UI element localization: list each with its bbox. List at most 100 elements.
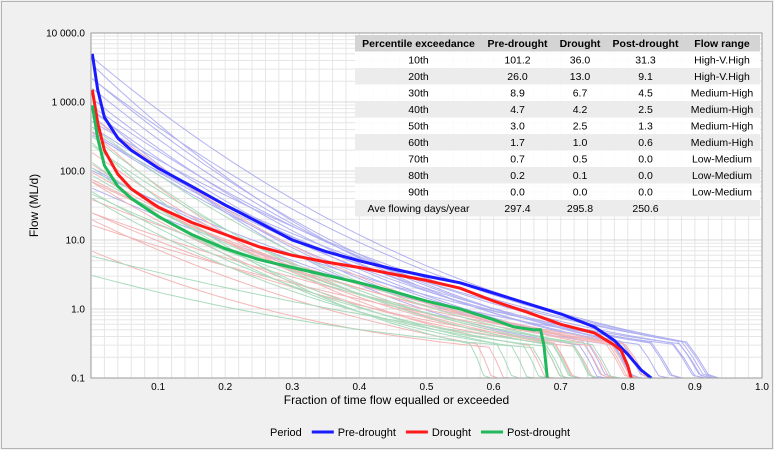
table-cell: Ave flowing days/year: [368, 203, 470, 215]
table-row-stripe: [355, 200, 760, 217]
table-cell: Medium-High: [691, 121, 754, 133]
series-line-post-drought: [90, 104, 549, 379]
table-cell: 90th: [408, 187, 429, 199]
table-cell: 26.0: [507, 71, 528, 83]
table-row-stripe: [355, 167, 760, 184]
table-cell: 0.0: [638, 154, 653, 166]
table-header-cell: Percentile exceedance: [362, 38, 475, 50]
table-cell: Medium-High: [691, 104, 754, 116]
table-cell: 50th: [408, 121, 429, 133]
plot-border: [90, 32, 763, 379]
table-cell: 8.9: [510, 88, 525, 100]
year-curve: [92, 191, 562, 379]
x-tick-label: 0.8: [621, 382, 635, 393]
x-tick-label: 0.6: [487, 382, 501, 393]
table-header-row: [355, 35, 760, 52]
table-cell: 70th: [408, 154, 429, 166]
table-cell: 0.0: [510, 187, 525, 199]
year-curve: [92, 193, 615, 379]
year-curve: [92, 179, 674, 379]
table-cell: 2.5: [638, 104, 653, 116]
table-cell: 0.0: [573, 187, 588, 199]
table-cell: 297.4: [504, 203, 530, 215]
table-cell: 20th: [408, 71, 429, 83]
x-tick-label: 0.7: [554, 382, 568, 393]
table-cell: High-V.High: [694, 55, 750, 67]
legend-label-post-drought: Post-drought: [507, 427, 570, 439]
table-cell: 0.7: [510, 154, 525, 166]
table-cell: 0.6: [638, 137, 653, 149]
table-background: [355, 35, 760, 217]
year-curve: [91, 57, 735, 379]
year-curve: [92, 145, 594, 379]
table-header-cell: Flow range: [694, 38, 750, 50]
table-cell: Low-Medium: [692, 170, 752, 182]
x-tick-label: 0.3: [285, 382, 299, 393]
x-tick-label: 0.2: [218, 382, 232, 393]
table-cell: 9.1: [638, 71, 653, 83]
year-curve: [92, 162, 534, 379]
year-curve: [91, 142, 505, 379]
table-cell: 6.7: [573, 88, 588, 100]
year-curve: [92, 250, 525, 379]
x-tick-label: 0.5: [420, 382, 434, 393]
table-cell: 1.0: [573, 137, 588, 149]
table-cell: 1.7: [510, 137, 525, 149]
year-curve: [91, 126, 616, 379]
legend-title: Period: [270, 427, 302, 439]
y-tick-label: 0.1: [71, 374, 85, 385]
legend-label-pre-drought: Pre-drought: [338, 427, 396, 439]
table-cell: 0.1: [573, 170, 588, 182]
y-tick-label: 1.0: [71, 305, 85, 316]
table-cell: High-V.High: [694, 71, 750, 83]
year-curve: [92, 224, 653, 379]
x-tick-label: 1.0: [755, 382, 769, 393]
x-tick-label: 0.4: [352, 382, 366, 393]
table-cell: 4.7: [510, 104, 525, 116]
y-tick-label: 100.0: [60, 167, 85, 178]
table-cell: 0.0: [638, 187, 653, 199]
table-cell: 31.3: [635, 55, 656, 67]
table-header-cell: Post-drought: [613, 38, 679, 50]
series-line-drought: [90, 89, 633, 379]
table-cell: 4.2: [573, 104, 588, 116]
table-cell: 0.5: [573, 154, 588, 166]
year-curve: [92, 197, 589, 379]
y-axis-title: Flow (ML/d): [27, 174, 41, 237]
table-cell: 0.0: [638, 170, 653, 182]
x-tick-label: 0.1: [151, 382, 165, 393]
y-tick-label: 10 000.0: [46, 29, 85, 40]
table-cell: Low-Medium: [692, 187, 752, 199]
table-header-cell: Pre-drought: [487, 38, 548, 50]
table-cell: 30th: [408, 88, 429, 100]
table-cell: 40th: [408, 104, 429, 116]
table-cell: 250.6: [632, 203, 658, 215]
legend: Period Pre-drought Drought Post-drought: [270, 427, 570, 439]
table-cell: 101.2: [504, 55, 530, 67]
table-cell: Low-Medium: [692, 154, 752, 166]
y-tick-label: 1 000.0: [52, 98, 86, 109]
table-cell: Medium-High: [691, 88, 754, 100]
table-row-stripe: [355, 134, 760, 151]
table-row-stripe: [355, 68, 760, 85]
year-curve: [91, 135, 585, 379]
table-cell: 10th: [408, 55, 429, 67]
table-cell: 0.2: [510, 170, 525, 182]
table-cell: 3.0: [510, 121, 525, 133]
year-curve: [91, 78, 741, 379]
x-tick-label: 0.9: [688, 382, 702, 393]
table-header-cell: Drought: [560, 38, 601, 50]
percentile-table: Percentile exceedance Pre-drought Drought P…: [355, 35, 760, 217]
table-cell: 1.3: [638, 121, 653, 133]
table-cell: Medium-High: [691, 137, 754, 149]
y-tick-label: 10.0: [66, 236, 86, 247]
x-axis-title: Fraction of time flow equalled or exceed…: [284, 393, 509, 407]
table-cell: 60th: [408, 137, 429, 149]
year-curve: [92, 255, 596, 379]
table-row-stripe: [355, 101, 760, 118]
table-cell: 80th: [408, 170, 429, 182]
table-cell: 36.0: [570, 55, 591, 67]
series-line-pre-drought: [90, 53, 653, 380]
